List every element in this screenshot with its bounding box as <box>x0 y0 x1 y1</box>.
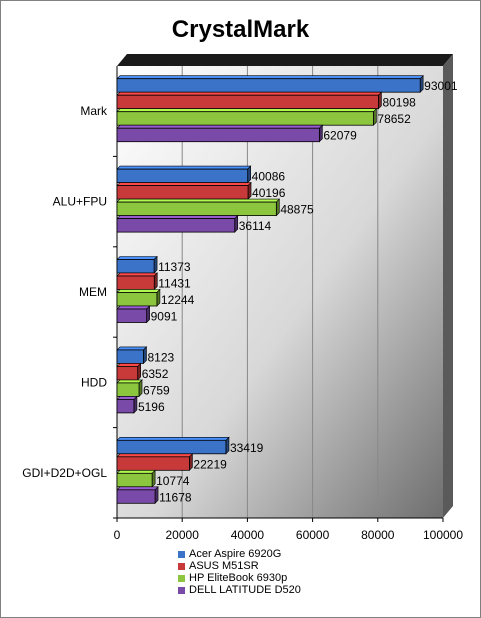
bar <box>116 486 159 505</box>
category-label: HDD <box>81 375 107 389</box>
data-label: 36114 <box>239 219 272 233</box>
bar <box>116 198 281 217</box>
legend-item: ASUS M51SR <box>178 560 301 572</box>
data-label: 62079 <box>323 129 357 143</box>
data-label: 11373 <box>158 260 191 274</box>
category-label: Mark <box>80 104 108 118</box>
category-label: MEM <box>79 285 107 299</box>
legend-swatch <box>178 574 185 582</box>
x-tick-label: 100000 <box>423 528 463 542</box>
category-label: GDI+D2D+OGL <box>22 466 107 480</box>
data-label: 5196 <box>138 400 165 414</box>
data-label: 78652 <box>377 112 411 126</box>
bar <box>116 124 324 143</box>
legend-swatch <box>178 562 185 570</box>
legend-label: HP EliteBook 6930p <box>189 572 288 584</box>
plot-side-wall <box>443 54 453 518</box>
bar <box>116 107 378 126</box>
data-label: 6759 <box>143 383 170 397</box>
bar <box>116 453 194 472</box>
bar <box>116 436 230 455</box>
bar <box>116 74 424 93</box>
x-tick-label: 20000 <box>166 528 200 542</box>
data-label: 8123 <box>147 350 174 364</box>
data-label: 80198 <box>382 96 416 110</box>
bar <box>116 346 148 365</box>
bar <box>116 288 161 307</box>
data-label: 40196 <box>252 186 286 200</box>
data-label: 9091 <box>151 310 178 324</box>
x-tick-label: 0 <box>114 528 121 542</box>
legend-label: DELL LATITUDE D520 <box>189 584 301 596</box>
chart-title: CrystalMark <box>171 16 310 43</box>
x-tick-label: 40000 <box>231 528 265 542</box>
bar <box>116 91 383 110</box>
bar <box>116 214 239 233</box>
data-label: 11431 <box>158 277 191 291</box>
bar <box>116 362 142 381</box>
data-label: 48875 <box>280 203 314 217</box>
legend-swatch <box>178 550 185 558</box>
bar <box>116 305 151 324</box>
legend-item: HP EliteBook 6930p <box>178 572 301 584</box>
legend: Acer Aspire 6920G ASUS M51SR HP EliteBook … <box>178 548 301 596</box>
bar <box>116 165 252 184</box>
bar <box>116 379 143 398</box>
data-label: 12244 <box>161 293 195 307</box>
bar <box>116 181 252 200</box>
data-label: 6352 <box>142 367 169 381</box>
bar <box>116 469 156 488</box>
x-tick-label: 60000 <box>296 528 330 542</box>
legend-label: Acer Aspire 6920G <box>189 548 282 560</box>
data-label: 40086 <box>252 170 286 184</box>
data-label: 93001 <box>424 79 458 93</box>
data-label: 33419 <box>230 441 264 455</box>
legend-item: DELL LATITUDE D520 <box>178 584 301 596</box>
bar <box>116 255 158 274</box>
category-label: ALU+FPU <box>53 195 107 209</box>
legend-swatch <box>178 586 185 594</box>
bar <box>116 272 158 291</box>
bar <box>116 395 138 414</box>
legend-item: Acer Aspire 6920G <box>178 548 301 560</box>
plot-top-wall <box>117 54 453 66</box>
legend-label: ASUS M51SR <box>189 560 259 572</box>
x-tick-label: 80000 <box>361 528 395 542</box>
data-label: 22219 <box>193 457 227 471</box>
data-label: 11678 <box>159 490 192 504</box>
data-label: 10774 <box>156 474 190 488</box>
